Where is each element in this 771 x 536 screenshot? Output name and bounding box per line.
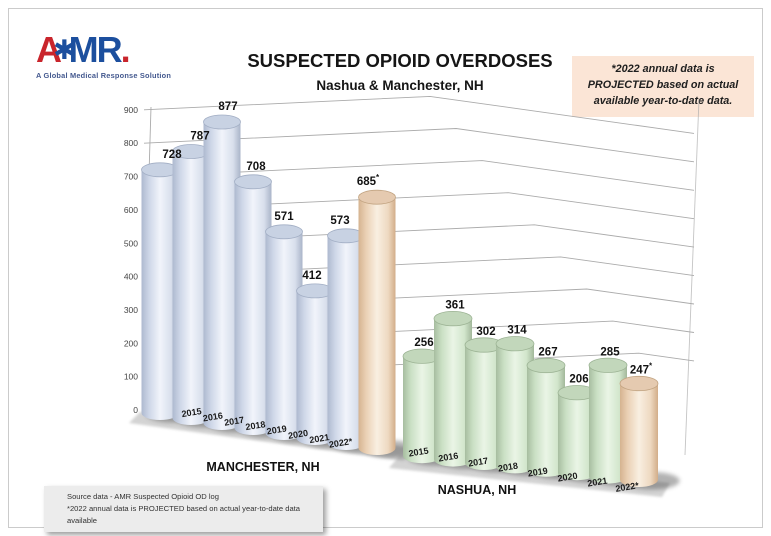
bar-nashua-2016 (434, 318, 472, 467)
projection-note-line: PROJECTED based on actual (587, 78, 739, 91)
bar-value-label: 256 (414, 337, 433, 349)
y-axis-tick-label: 800 (124, 138, 138, 148)
nashua-group-label: NASHUA, NH (437, 483, 517, 497)
bar-value-label: 685* (357, 173, 380, 188)
bar-nashua-2019 (527, 365, 565, 477)
category-label-manchester: 2021 (309, 432, 330, 445)
category-label-manchester: 2019 (266, 423, 287, 436)
bar-value-label: 708 (246, 161, 266, 173)
y-axis-tick-label: 400 (124, 272, 138, 282)
y-axis-tick-label: 200 (124, 338, 138, 348)
bar-value-label: 573 (330, 215, 349, 227)
bar-nashua-2017 (465, 345, 503, 470)
category-label-manchester: 2016 (202, 410, 223, 423)
star-of-life-icon: ✱ (53, 35, 76, 66)
category-label-nashua: 2020 (557, 471, 578, 484)
bar-value-label: 314 (507, 325, 527, 337)
bar-value-label: 285 (600, 346, 620, 358)
bar-value-label: 787 (190, 131, 209, 143)
bar-top-manchester-2018 (234, 174, 272, 190)
bar-value-label: 412 (302, 270, 321, 282)
gridline (143, 128, 695, 163)
bar-value-label: 728 (162, 149, 182, 161)
projection-note: *2022 annual data is PROJECTED based on … (572, 56, 754, 117)
logo-dot: . (120, 29, 131, 70)
bar-manchester-2019 (265, 231, 303, 441)
chart-subtitle: Nashua & Manchester, NH (316, 78, 484, 93)
bar-top-nashua-2021 (588, 357, 628, 373)
y-axis-tick-label: 0 (133, 405, 138, 415)
bar-top-nashua-2022 (619, 375, 659, 392)
bar-value-label: 571 (274, 211, 294, 223)
projection-note-line: *2022 annual data is (611, 63, 715, 75)
bar-top-nashua-2018 (495, 336, 535, 352)
bar-value-label: 302 (476, 326, 495, 338)
bar-nashua-2015 (403, 356, 441, 464)
bar-top-nashua-2019 (526, 357, 566, 374)
manchester-group-label: MANCHESTER, NH (206, 460, 320, 474)
category-label-nashua: 2017 (467, 456, 488, 469)
category-label-nashua: 2015 (408, 446, 429, 459)
bar-manchester-2016 (172, 151, 210, 425)
logo-letter-a: A (36, 29, 62, 70)
bar-nashua-2018 (496, 343, 534, 474)
category-label-nashua: 2022* (615, 480, 640, 494)
category-label-nashua: 2019 (527, 466, 548, 479)
bar-nashua-2022 (620, 383, 658, 488)
source-note-line: *2022 annual data is PROJECTED based on … (67, 503, 301, 525)
bar-value-label: 267 (538, 347, 557, 359)
bar-manchester-2018 (234, 181, 272, 436)
bar-value-label: 361 (445, 300, 465, 312)
logo-tagline: A Global Medical Response Solution (36, 71, 172, 80)
bar-manchester-2022 (358, 197, 396, 455)
bar-manchester-2021 (327, 235, 365, 451)
bar-value-label: 877 (218, 101, 237, 113)
projection-note-line: available year-to-date data. (593, 94, 733, 107)
category-label-manchester: 2015 (181, 406, 202, 419)
bar-top-manchester-2017 (203, 114, 241, 130)
category-label-manchester: 2022* (328, 436, 353, 450)
logo-letters-mr: MR (68, 29, 123, 70)
category-label-manchester: 2018 (245, 419, 266, 432)
y-axis-tick-label: 700 (124, 172, 138, 182)
bar-manchester-2020 (296, 290, 334, 445)
category-label-manchester: 2020 (287, 428, 308, 441)
category-label-nashua: 2018 (497, 461, 518, 474)
bar-value-label: 247* (630, 362, 653, 377)
bar-top-manchester-2022 (358, 189, 396, 205)
y-axis-tick-label: 300 (124, 305, 138, 315)
bar-top-nashua-2016 (433, 310, 473, 327)
bar-nashua-2021 (589, 365, 627, 484)
source-note-line: Source data - AMR Suspected Opioid OD lo… (67, 492, 219, 501)
bar-value-label: 206 (569, 374, 588, 386)
amr-logo-word: A✱MR. (36, 32, 171, 68)
bar-top-manchester-2019 (265, 224, 303, 240)
y-axis-tick-label: 500 (124, 238, 138, 248)
category-label-manchester: 2017 (223, 415, 244, 428)
source-note: Source data - AMR Suspected Opioid OD lo… (44, 486, 323, 533)
page-border (8, 8, 763, 528)
y-axis-tick-label: 900 (124, 105, 138, 115)
wall-corner-edge (684, 98, 700, 456)
y-axis-tick-label: 100 (124, 372, 138, 382)
bar-manchester-2017 (203, 122, 241, 430)
category-label-nashua: 2021 (587, 476, 608, 489)
gridline (143, 95, 695, 134)
series-nashua: 256 361 302 314 267 206 285 247* 2015 2016 2017 201… (402, 300, 680, 494)
chart-title: SUSPECTED OPIOID OVERDOSES (247, 50, 553, 71)
amr-logo: A✱MR. A Global Medical Response Solution (36, 32, 172, 81)
category-label-nashua: 2016 (438, 451, 459, 464)
gridline (143, 160, 695, 191)
y-axis-tick-label: 600 (124, 205, 138, 215)
bar-manchester-2015 (141, 169, 179, 421)
bar-nashua-2020 (558, 392, 596, 481)
